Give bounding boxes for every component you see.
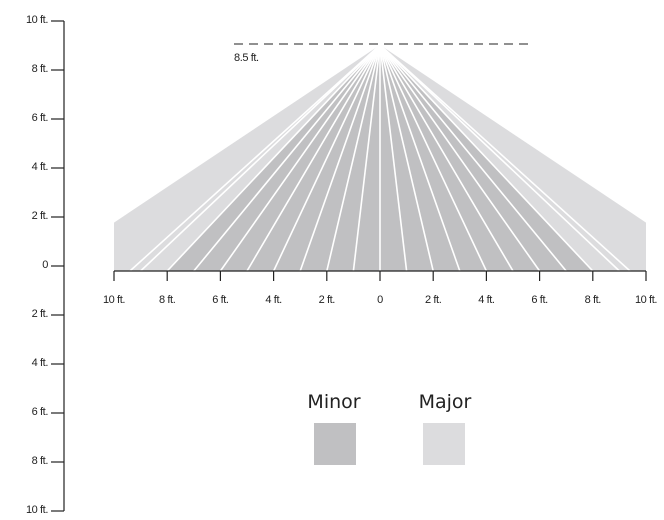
legend-minor-label: Minor <box>307 391 360 413</box>
horizontal-axis-label: 10 ft. <box>103 294 125 306</box>
detection-ray <box>219 44 381 272</box>
detection-ray <box>129 44 381 272</box>
detection-ray <box>352 44 381 272</box>
vertical-scale: 10 ft. 8 ft. 6 ft. 4 ft. 2 ft. 0 2 ft. 4 ft. 6 f… <box>26 14 65 516</box>
detection-ray <box>299 44 381 272</box>
vertical-axis-label: 0 <box>42 259 48 271</box>
detection-ray <box>379 44 461 272</box>
legend: Minor Major <box>307 391 472 465</box>
detection-ray <box>379 44 620 272</box>
vertical-axis-label: 2 ft. <box>32 210 49 222</box>
detection-ray <box>166 44 381 272</box>
horizontal-axis-label: 10 ft. <box>635 294 657 306</box>
vertical-axis-label: 10 ft. <box>26 504 48 516</box>
horizontal-axis-label: 4 ft. <box>478 294 495 306</box>
horizontal-axis-label: 0 <box>377 294 383 306</box>
detection-ray <box>379 44 594 272</box>
detection-ray <box>140 44 381 272</box>
legend-major-swatch <box>423 423 465 465</box>
vertical-axis-label: 2 ft. <box>32 308 49 320</box>
detection-ray <box>379 44 541 272</box>
horizontal-scale: 10 ft. 8 ft. 6 ft. 4 ft. 2 ft. 0 2 ft. 4 ft. 6 f… <box>103 270 658 306</box>
vertical-axis-label: 6 ft. <box>32 112 49 124</box>
legend-minor-swatch <box>314 423 356 465</box>
coverage-pattern <box>114 44 646 272</box>
horizontal-axis-label: 2 ft. <box>425 294 442 306</box>
horizontal-axis-label: 8 ft. <box>585 294 602 306</box>
vertical-axis-label: 10 ft. <box>26 14 48 26</box>
detection-ray <box>379 44 408 272</box>
horizontal-axis-label: 2 ft. <box>319 294 336 306</box>
vertical-axis-label: 8 ft. <box>32 455 49 467</box>
detection-ray <box>193 44 381 272</box>
detection-ray <box>272 44 381 272</box>
detection-ray <box>379 44 567 272</box>
detection-ray <box>379 44 631 272</box>
detection-ray <box>246 44 381 272</box>
horizontal-axis-label: 8 ft. <box>159 294 176 306</box>
vertical-axis-label: 8 ft. <box>32 63 49 75</box>
horizontal-axis-label: 6 ft. <box>212 294 229 306</box>
horizontal-axis-label: 4 ft. <box>265 294 282 306</box>
detection-ray <box>379 44 514 272</box>
vertical-axis-label: 4 ft. <box>32 161 49 173</box>
vertical-axis-label: 6 ft. <box>32 406 49 418</box>
mount-height-label: 8.5 ft. <box>234 52 259 64</box>
detection-ray <box>379 44 434 272</box>
vertical-axis-label: 4 ft. <box>32 357 49 369</box>
detection-ray <box>379 44 488 272</box>
legend-major-label: Major <box>419 391 472 413</box>
detection-ray <box>326 44 381 272</box>
horizontal-axis-label: 6 ft. <box>531 294 548 306</box>
